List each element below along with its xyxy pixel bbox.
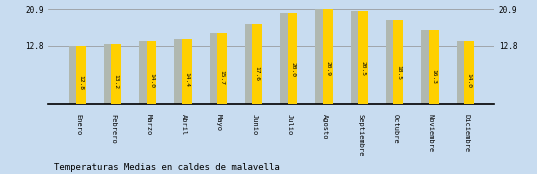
Bar bbox=[76, 46, 86, 104]
Text: 20.9: 20.9 bbox=[325, 61, 330, 76]
Text: 14.4: 14.4 bbox=[184, 72, 189, 87]
Text: 16.3: 16.3 bbox=[431, 69, 436, 84]
Bar bbox=[429, 30, 439, 104]
Text: 15.7: 15.7 bbox=[220, 70, 224, 85]
Bar bbox=[288, 13, 297, 104]
Bar bbox=[182, 39, 192, 104]
Bar bbox=[351, 11, 360, 104]
Text: 20.0: 20.0 bbox=[290, 62, 295, 77]
Bar bbox=[280, 13, 290, 104]
Bar bbox=[245, 24, 255, 104]
Bar bbox=[315, 9, 325, 104]
Bar bbox=[323, 9, 333, 104]
Bar bbox=[421, 30, 431, 104]
Bar bbox=[394, 20, 403, 104]
Bar bbox=[456, 41, 466, 104]
Bar bbox=[358, 11, 368, 104]
Bar bbox=[464, 41, 474, 104]
Bar bbox=[386, 20, 396, 104]
Text: 14.0: 14.0 bbox=[149, 73, 154, 88]
Text: 18.5: 18.5 bbox=[396, 65, 401, 80]
Bar bbox=[111, 44, 121, 104]
Text: 12.8: 12.8 bbox=[78, 75, 83, 90]
Bar bbox=[139, 41, 149, 104]
Bar bbox=[217, 33, 227, 104]
Text: 13.2: 13.2 bbox=[114, 74, 119, 89]
Bar bbox=[209, 33, 220, 104]
Text: Temperaturas Medias en caldes de malavella: Temperaturas Medias en caldes de malavel… bbox=[54, 163, 279, 172]
Bar bbox=[175, 39, 184, 104]
Bar bbox=[69, 46, 78, 104]
Text: 17.6: 17.6 bbox=[255, 66, 260, 81]
Text: 14.0: 14.0 bbox=[466, 73, 471, 88]
Bar bbox=[147, 41, 156, 104]
Bar bbox=[252, 24, 262, 104]
Bar bbox=[104, 44, 114, 104]
Text: 20.5: 20.5 bbox=[360, 61, 366, 76]
